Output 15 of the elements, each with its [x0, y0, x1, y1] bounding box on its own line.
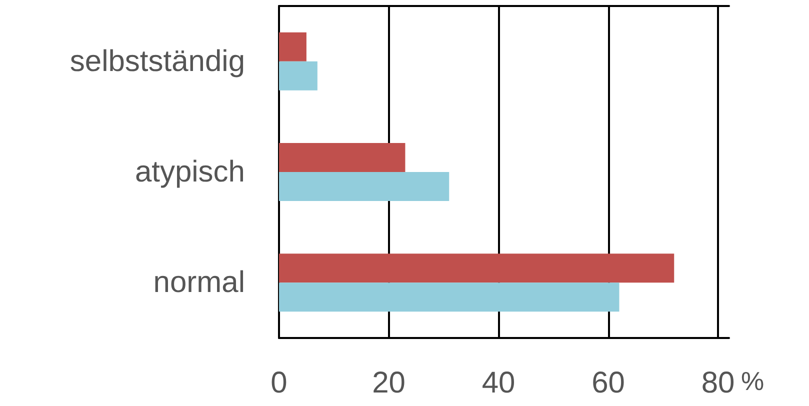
y-tick-label: selbstständig	[70, 44, 245, 78]
y-tick-label: atypisch	[134, 156, 245, 188]
x-tick-label: 40	[482, 366, 516, 400]
bar	[279, 61, 318, 90]
y-tick-label: normal	[153, 266, 245, 300]
bar	[279, 282, 620, 312]
x-tick-label: 80	[701, 366, 735, 400]
bar	[279, 32, 306, 62]
bar	[279, 172, 450, 201]
x-tick-label: 20	[372, 366, 406, 400]
bar	[279, 143, 406, 172]
x-tick-label: 0	[270, 366, 288, 400]
x-tick-label: 60	[592, 366, 625, 400]
x-axis-title: %	[741, 366, 764, 396]
bar	[279, 254, 674, 283]
